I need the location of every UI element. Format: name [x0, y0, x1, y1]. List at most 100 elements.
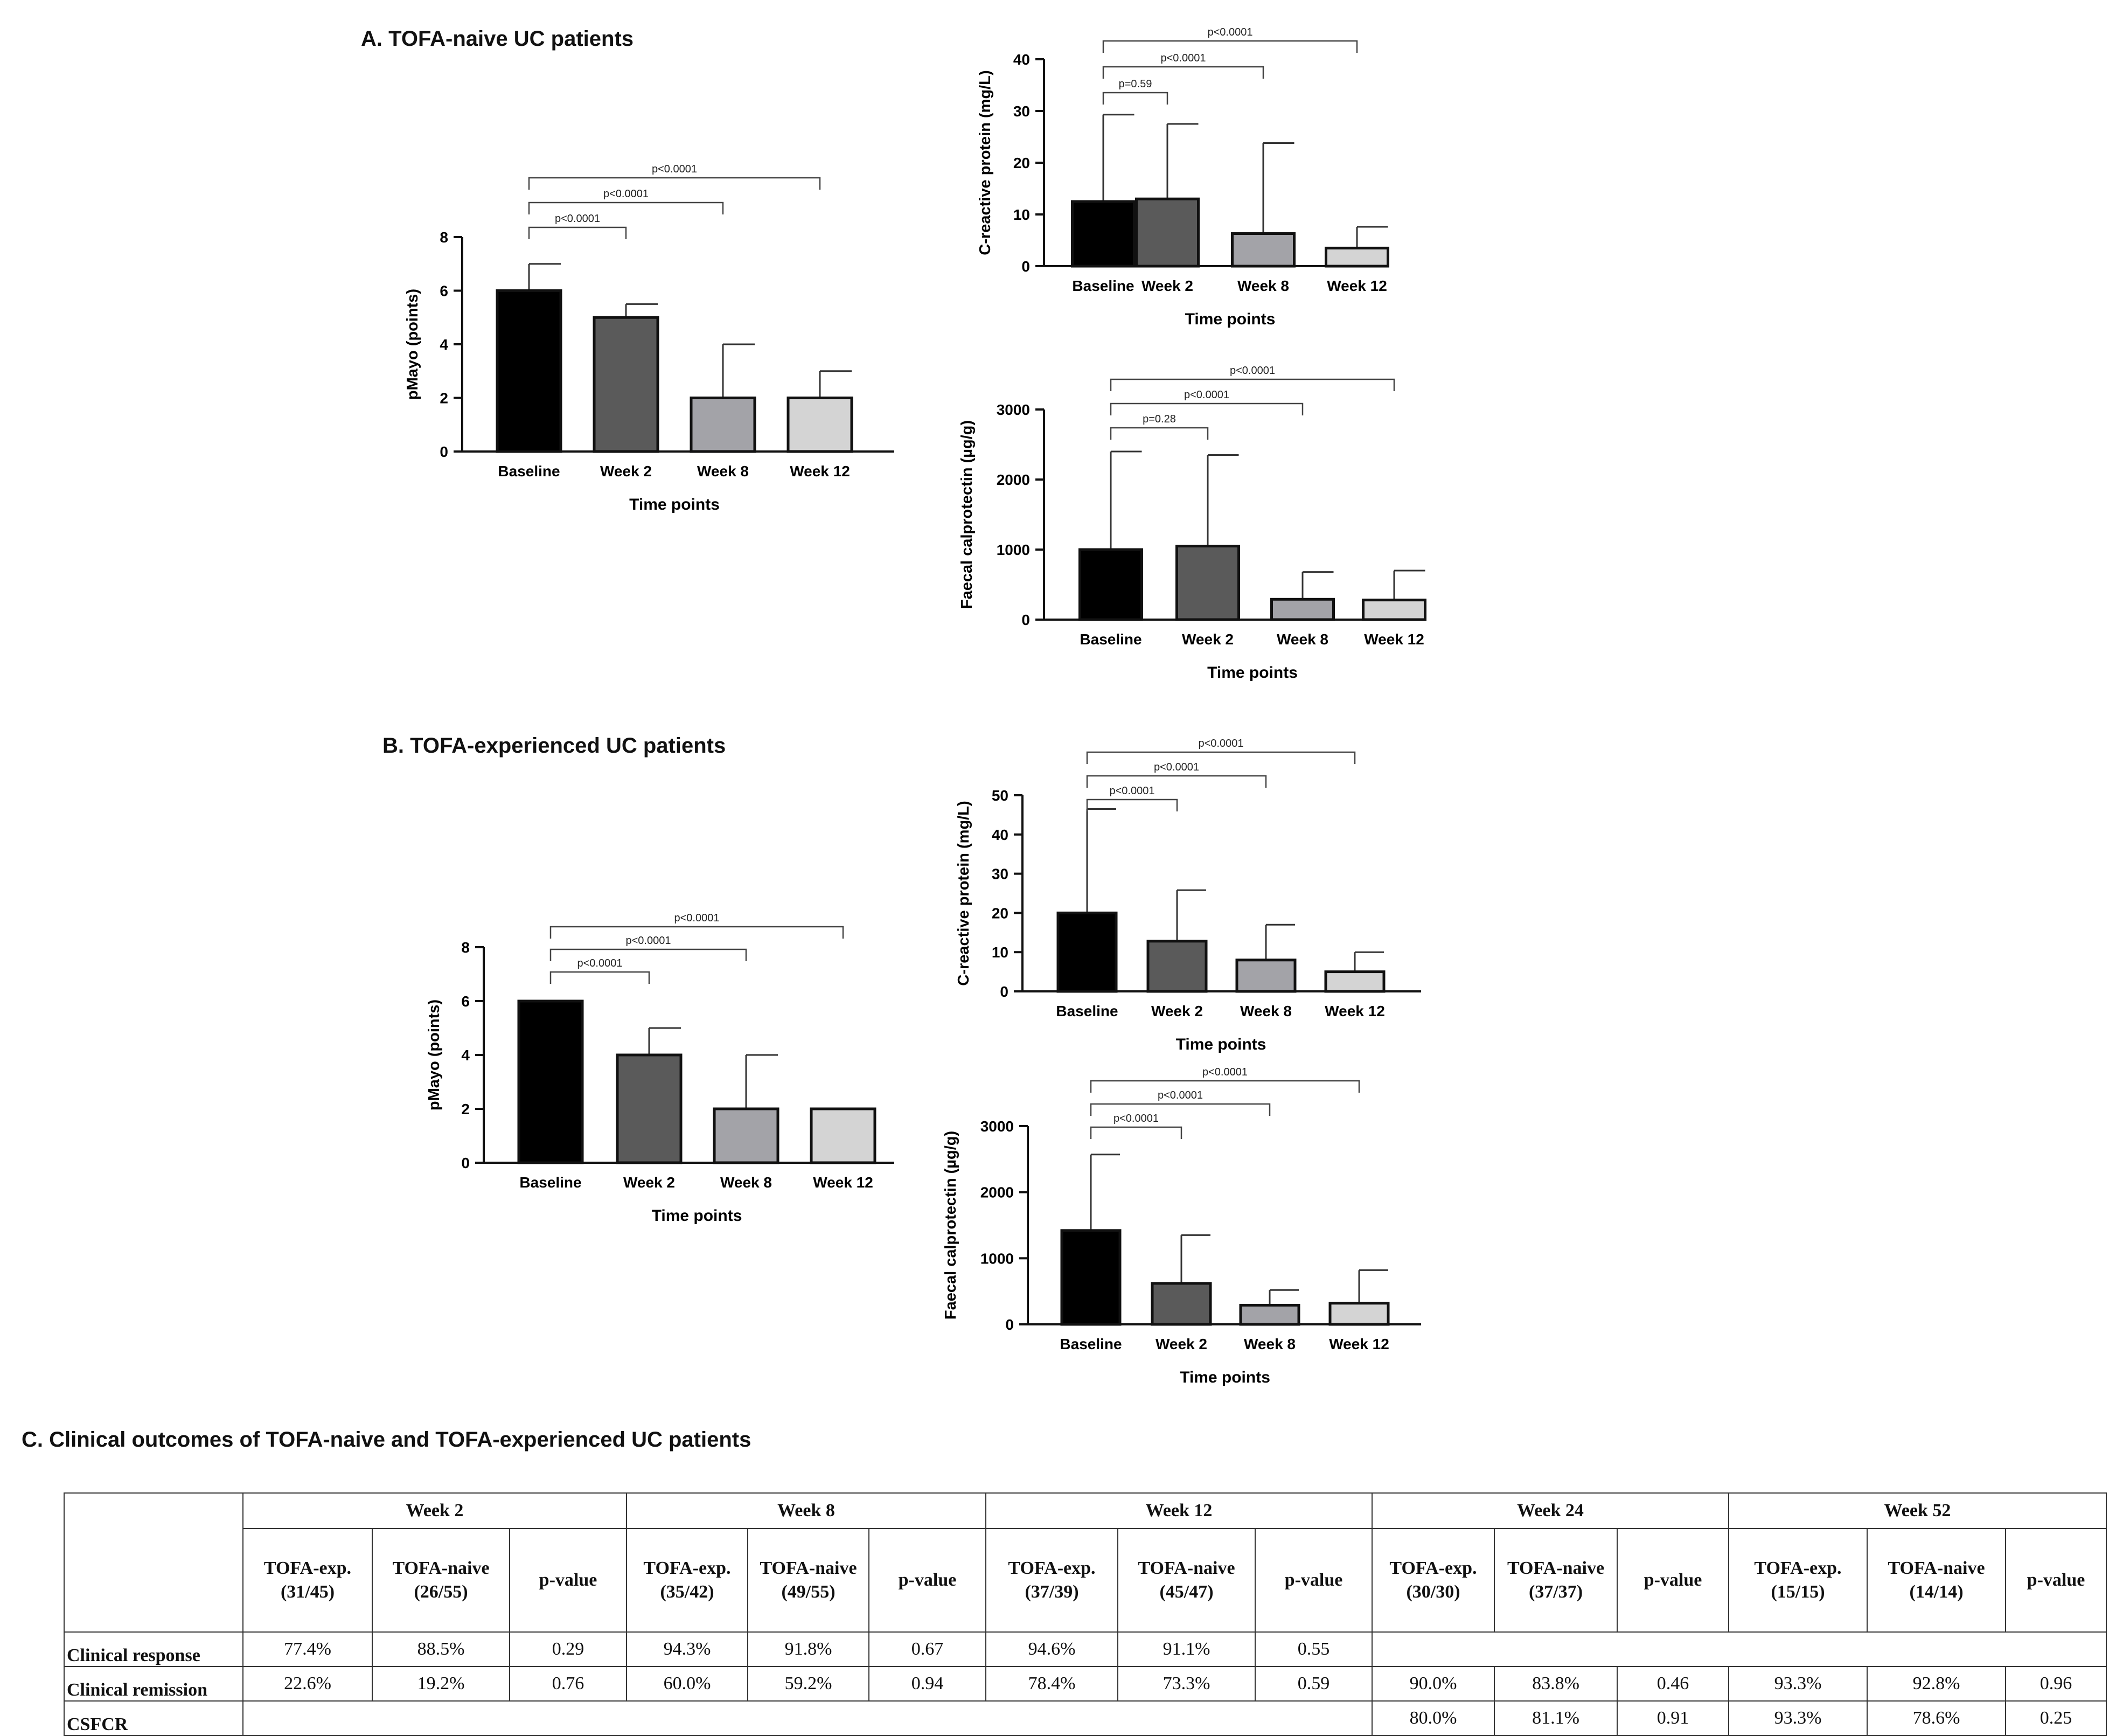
group-count: (37/37) [1528, 1582, 1583, 1602]
bar [786, 397, 853, 453]
section-c-title: C. Clinical outcomes of TOFA-naive and T… [22, 1428, 751, 1452]
empty-cell [1372, 1631, 2107, 1667]
row-label: CSFCR [64, 1700, 243, 1736]
group-label: TOFA-exp. [1389, 1558, 1477, 1578]
group-exp-header: TOFA-exp. (37/39) [985, 1528, 1118, 1633]
outcomes-table: Week 2 Week 8 Week 12 Week 24 Week 52 TO… [64, 1492, 2107, 1736]
bar [1325, 246, 1389, 268]
row-label: Clinical remission [64, 1666, 243, 1702]
table-cell: 19.2% [372, 1666, 510, 1702]
x-tick-label: Week 2 [623, 1174, 675, 1191]
table-cell: 0.94 [868, 1666, 986, 1702]
significance-bracket [1102, 40, 1358, 53]
p-value-label: p<0.0001 [652, 163, 697, 175]
y-tick-label: 6 [440, 283, 448, 300]
group-label: TOFA-exp. [1008, 1558, 1096, 1578]
bar [1060, 1229, 1122, 1326]
bar [1078, 548, 1143, 621]
group-naive-header: TOFA-naive (37/37) [1494, 1528, 1618, 1633]
significance-bracket [1086, 798, 1178, 811]
table-cell: 81.1% [1494, 1700, 1618, 1736]
significance-bracket [1090, 1126, 1182, 1139]
group-count: (15/15) [1771, 1582, 1825, 1602]
table-cell: 22.6% [242, 1666, 373, 1702]
table-row: Clinical response 77.4% 88.5% 0.29 94.3% 91.8… [64, 1631, 2107, 1667]
table-cell: 0.96 [2005, 1666, 2107, 1702]
pvalue-header: p-value [1255, 1528, 1373, 1633]
x-tick-label: Week 12 [1325, 1003, 1385, 1019]
p-value-label: p<0.0001 [1110, 785, 1155, 797]
bar [1146, 940, 1208, 993]
y-tick-label: 2 [461, 1101, 470, 1117]
significance-bracket [1090, 1080, 1360, 1093]
p-value-label: p<0.0001 [1230, 365, 1275, 377]
y-tick-label: 1000 [997, 541, 1030, 558]
p-value-label: p<0.0001 [1154, 761, 1199, 773]
y-tick-label: 2000 [980, 1184, 1014, 1201]
x-tick-label: Baseline [519, 1174, 581, 1191]
x-tick-label: Week 2 [1151, 1003, 1203, 1019]
group-label: TOFA-exp. [1754, 1558, 1842, 1578]
x-tick-label: Week 12 [1364, 631, 1424, 648]
bar [690, 397, 756, 453]
y-tick-label: 40 [1013, 51, 1030, 68]
table-cell: 93.3% [1728, 1666, 1868, 1702]
pvalue-header: p-value [868, 1528, 986, 1633]
table-cell: 91.8% [747, 1631, 869, 1667]
bar [713, 1107, 779, 1164]
y-tick-label: 6 [461, 993, 470, 1010]
x-tick-label: Baseline [1080, 631, 1141, 648]
table-cell: 83.8% [1494, 1666, 1618, 1702]
table-cell: 0.59 [1255, 1666, 1373, 1702]
table-row: Clinical remission 22.6% 19.2% 0.76 60.0% 59.… [64, 1666, 2107, 1702]
bar [593, 316, 659, 453]
x-axis-label: Time points [1207, 664, 1298, 682]
y-tick-label: 0 [1021, 258, 1030, 275]
y-tick-label: 10 [1013, 206, 1030, 223]
significance-bracket [549, 926, 844, 939]
group-count: (45/47) [1159, 1582, 1214, 1602]
week-header: Week 8 [626, 1492, 986, 1529]
bar [1328, 1302, 1390, 1326]
bar [810, 1107, 876, 1164]
bar [517, 999, 584, 1164]
group-exp-header: TOFA-exp. (30/30) [1372, 1528, 1495, 1633]
x-tick-label: Baseline [498, 463, 560, 480]
significance-bracket [1086, 751, 1356, 764]
section-a-title: A. TOFA-naive UC patients [361, 27, 634, 51]
x-axis-label: Time points [1185, 310, 1276, 328]
p-value-label: p<0.0001 [577, 957, 623, 969]
y-tick-label: 0 [1000, 983, 1008, 1000]
y-tick-label: 0 [440, 443, 448, 460]
y-tick-label: 30 [1013, 103, 1030, 120]
y-tick-label: 8 [461, 939, 470, 956]
pvalue-header: p-value [2005, 1528, 2107, 1633]
group-label: TOFA-naive [1138, 1558, 1235, 1578]
y-axis-label: C-reactive protein (mg/L) [955, 801, 972, 985]
bar [1135, 197, 1200, 268]
group-count: (31/45) [280, 1582, 335, 1602]
p-value-label: p<0.0001 [1184, 389, 1229, 401]
y-axis-label: Faecal calprotectin (µg/g) [958, 420, 976, 609]
significance-bracket [1086, 775, 1267, 788]
bar [616, 1053, 683, 1164]
bar [1231, 232, 1296, 268]
group-naive-header: TOFA-naive (26/55) [372, 1528, 510, 1633]
y-tick-label: 2 [440, 390, 448, 407]
pvalue-header: p-value [509, 1528, 627, 1633]
significance-bracket [528, 202, 724, 214]
week-header: Week 52 [1728, 1492, 2107, 1529]
row-label: Clinical response [64, 1631, 243, 1667]
p-value-label: p<0.0001 [1113, 1113, 1159, 1124]
significance-bracket [528, 226, 627, 239]
pvalue-header: p-value [1617, 1528, 1729, 1633]
group-label: TOFA-naive [1507, 1558, 1605, 1578]
corner-cell [64, 1492, 243, 1633]
y-tick-label: 40 [992, 827, 1008, 843]
x-axis-label: Time points [629, 496, 720, 513]
table-cell: 60.0% [626, 1666, 748, 1702]
week-header: Week 24 [1372, 1492, 1729, 1529]
table-row: CSFCR 80.0% 81.1% 0.91 93.3% 78.6% 0.25 [64, 1700, 2107, 1736]
x-tick-label: Week 8 [1277, 631, 1328, 648]
x-tick-label: Week 12 [1329, 1336, 1389, 1352]
